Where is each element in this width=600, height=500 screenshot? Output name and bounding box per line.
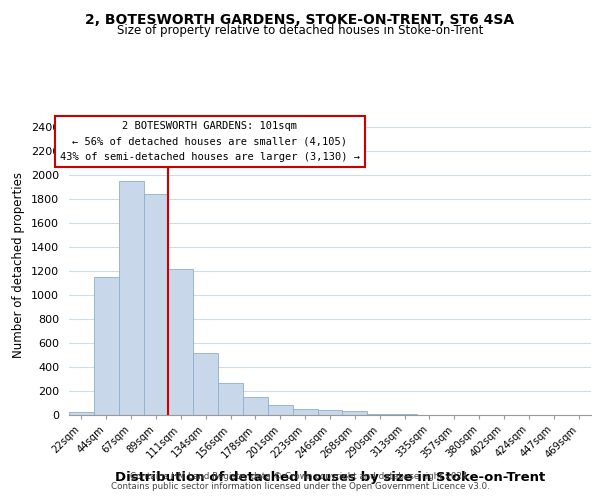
Bar: [94, 277, 119, 415]
Text: Contains public sector information licensed under the Open Government Licence v3: Contains public sector information licen…: [110, 482, 490, 491]
Text: 2, BOTESWORTH GARDENS, STOKE-ON-TRENT, ST6 4SA: 2, BOTESWORTH GARDENS, STOKE-ON-TRENT, S…: [85, 12, 515, 26]
Bar: [392, 414, 417, 415]
Bar: [193, 352, 218, 415]
Bar: [317, 410, 343, 415]
Bar: [367, 414, 392, 415]
Bar: [293, 409, 317, 415]
Text: Contains HM Land Registry data © Crown copyright and database right 2024.: Contains HM Land Registry data © Crown c…: [130, 472, 470, 481]
Bar: [343, 412, 367, 415]
Bar: [69, 412, 94, 415]
Text: 2 BOTESWORTH GARDENS: 101sqm
← 56% of detached houses are smaller (4,105)
43% of: 2 BOTESWORTH GARDENS: 101sqm ← 56% of de…: [60, 121, 360, 162]
Y-axis label: Number of detached properties: Number of detached properties: [13, 172, 25, 358]
Bar: [119, 181, 143, 415]
Bar: [143, 194, 169, 415]
Bar: [169, 268, 193, 415]
Text: Size of property relative to detached houses in Stoke-on-Trent: Size of property relative to detached ho…: [117, 24, 483, 37]
Bar: [243, 397, 268, 415]
X-axis label: Distribution of detached houses by size in Stoke-on-Trent: Distribution of detached houses by size …: [115, 471, 545, 484]
Bar: [268, 406, 293, 415]
Bar: [218, 383, 243, 415]
